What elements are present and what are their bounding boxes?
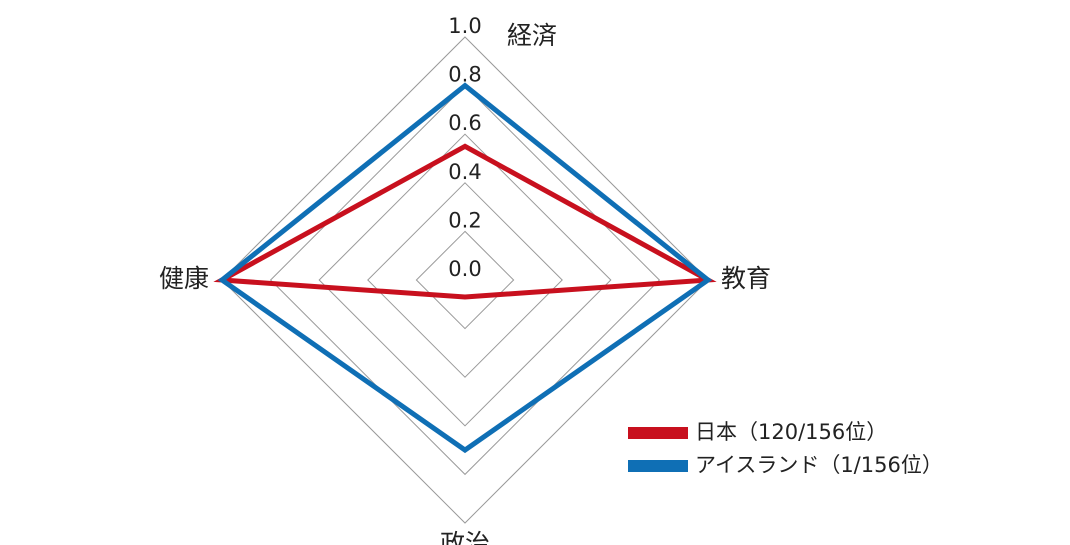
legend-label: 日本（120/156位） bbox=[695, 420, 887, 444]
axis-label: 政治 bbox=[440, 529, 490, 545]
grid-ring bbox=[415, 230, 515, 330]
tick-label: 0.2 bbox=[448, 208, 481, 232]
axis-label: 経済 bbox=[507, 21, 557, 50]
axis-label: 健康 bbox=[159, 264, 209, 293]
grid-ring bbox=[221, 36, 709, 524]
tick-label: 0.6 bbox=[448, 111, 481, 135]
grid-ring bbox=[318, 133, 612, 427]
tick-label: 0.4 bbox=[448, 160, 481, 184]
legend-swatch bbox=[628, 460, 688, 472]
series-polygon bbox=[213, 143, 717, 300]
axis-label: 教育 bbox=[721, 264, 771, 293]
tick-label: 1.0 bbox=[448, 14, 481, 38]
legend-label: アイスランド（1/156位） bbox=[695, 453, 943, 477]
tick-label: 0.0 bbox=[448, 257, 481, 281]
series-polygon bbox=[217, 82, 713, 454]
grid-ring bbox=[367, 182, 563, 378]
legend-swatch bbox=[628, 427, 688, 439]
